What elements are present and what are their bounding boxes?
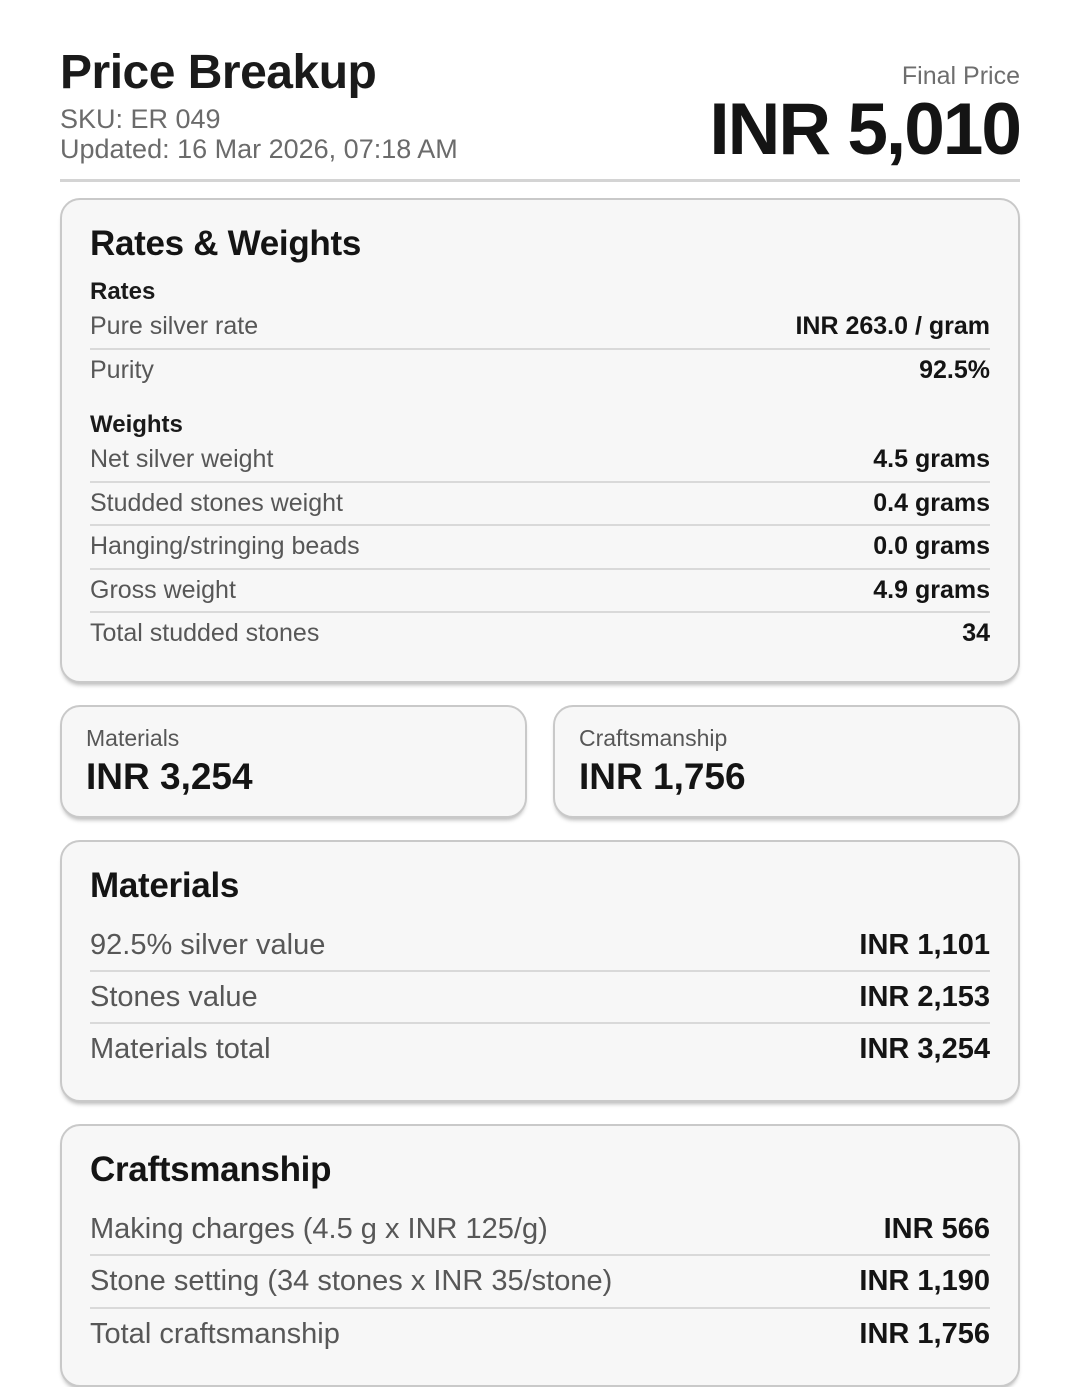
row-value: 4.9 grams — [873, 575, 990, 604]
craftsmanship-rows: Making charges (4.5 g x INR 125/g) INR 5… — [90, 1204, 990, 1359]
row-total-studded-stones: Total studded stones 34 — [90, 613, 990, 655]
row-label: Studded stones weight — [90, 488, 343, 517]
row-label: Pure silver rate — [90, 312, 259, 341]
craftsmanship-summary-value: INR 1,756 — [579, 755, 746, 797]
row-label: Materials total — [90, 1033, 271, 1066]
materials-title: Materials — [90, 865, 240, 905]
row-label: Net silver weight — [90, 445, 274, 474]
craftsmanship-title: Craftsmanship — [90, 1150, 332, 1190]
summary-cards-row: Materials INR 3,254 Craftsmanship INR 1,… — [60, 704, 1020, 818]
row-label: Hanging/stringing beads — [90, 532, 360, 561]
row-gross-weight: Gross weight 4.9 grams — [90, 570, 990, 614]
row-making-charges: Making charges (4.5 g x INR 125/g) INR 5… — [90, 1204, 990, 1257]
row-value: INR 2,153 — [859, 980, 990, 1013]
materials-card: Materials 92.5% silver value INR 1,101 S… — [60, 839, 1020, 1103]
row-value: 34 — [962, 619, 990, 648]
rates-weights-title: Rates & Weights — [90, 224, 362, 264]
row-label: Total craftsmanship — [90, 1317, 340, 1350]
rates-weights-card: Rates & Weights Rates Pure silver rate I… — [60, 198, 1020, 683]
page-header: Price Breakup SKU: ER 049 Updated: 16 Ma… — [60, 0, 1022, 170]
row-value: INR 566 — [883, 1213, 990, 1246]
craftsmanship-summary-card: Craftsmanship INR 1,756 — [553, 704, 1020, 818]
row-hanging-stringing-beads: Hanging/stringing beads 0.0 grams — [90, 526, 990, 570]
row-silver-value: 92.5% silver value INR 1,101 — [90, 920, 990, 972]
rates-subheading: Rates — [90, 278, 156, 306]
row-total-craftsmanship: Total craftsmanship INR 1,756 — [90, 1309, 990, 1359]
row-purity: Purity 92.5% — [90, 350, 990, 392]
materials-summary-value: INR 3,254 — [86, 755, 253, 797]
row-label: Purity — [90, 355, 154, 384]
updated-text: Updated: 16 Mar 2026, 07:18 AM — [60, 133, 458, 164]
row-label: Gross weight — [90, 575, 236, 604]
row-materials-total: Materials total INR 3,254 — [90, 1024, 990, 1074]
final-price-label: Final Price — [901, 62, 1020, 90]
row-label: Total studded stones — [90, 619, 320, 648]
row-label: 92.5% silver value — [90, 928, 326, 961]
header-left: Price Breakup SKU: ER 049 Updated: 16 Ma… — [60, 48, 458, 164]
rates-rows: Pure silver rate INR 263.0 / gram Purity… — [90, 306, 990, 391]
row-net-silver-weight: Net silver weight 4.5 grams — [90, 439, 990, 483]
craftsmanship-summary-label: Craftsmanship — [579, 724, 728, 751]
row-stone-setting: Stone setting (34 stones x INR 35/stone)… — [90, 1256, 990, 1309]
materials-summary-card: Materials INR 3,254 — [60, 704, 527, 818]
row-value: INR 1,190 — [859, 1265, 990, 1298]
row-label: Making charges (4.5 g x INR 125/g) — [90, 1213, 548, 1246]
row-value: INR 263.0 / gram — [795, 312, 990, 341]
page-title: Price Breakup — [60, 46, 377, 99]
row-value: 4.5 grams — [873, 445, 990, 474]
weights-rows: Net silver weight 4.5 grams Studded ston… — [90, 439, 990, 655]
row-studded-stones-weight: Studded stones weight 0.4 grams — [90, 483, 990, 527]
final-price-value: INR 5,010 — [709, 89, 1022, 170]
row-value: 0.0 grams — [873, 532, 990, 561]
row-value: 92.5% — [919, 355, 990, 384]
row-value: INR 1,756 — [859, 1317, 990, 1350]
sku-text: SKU: ER 049 — [60, 103, 221, 134]
weights-subheading: Weights — [90, 411, 183, 439]
header-divider — [60, 179, 1020, 183]
craftsmanship-card: Craftsmanship Making charges (4.5 g x IN… — [60, 1124, 1020, 1387]
row-value: INR 1,101 — [859, 928, 990, 961]
row-value: INR 3,254 — [859, 1033, 990, 1066]
materials-summary-label: Materials — [86, 724, 180, 751]
row-pure-silver-rate: Pure silver rate INR 263.0 / gram — [90, 306, 990, 350]
row-stones-value: Stones value INR 2,153 — [90, 972, 990, 1025]
row-value: 0.4 grams — [873, 488, 990, 517]
row-label: Stone setting (34 stones x INR 35/stone) — [90, 1265, 613, 1298]
final-price-block: Final Price INR 5,010 — [709, 48, 1022, 170]
materials-rows: 92.5% silver value INR 1,101 Stones valu… — [90, 920, 990, 1075]
row-label: Stones value — [90, 980, 258, 1013]
